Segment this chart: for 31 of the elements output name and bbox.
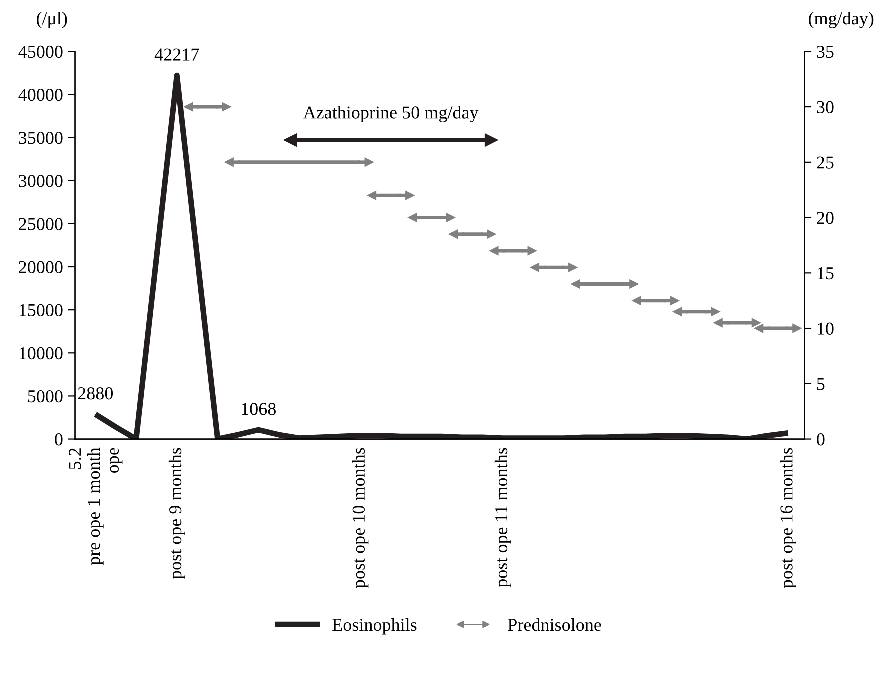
y-tick-label: 35000 xyxy=(19,132,63,144)
y-axis-title: (/μl) xyxy=(37,12,68,28)
legend-label: Eosinophils xyxy=(332,618,417,635)
legend-label: Prednisolone xyxy=(508,618,602,632)
y2-tick-label: 30 xyxy=(817,101,834,114)
x-tick-label: 5.2 pre ope 1 month ope xyxy=(69,448,123,566)
y2-tick-label: 20 xyxy=(817,212,834,224)
data-label: 1068 xyxy=(242,403,276,416)
x-tick-label: post ope 11 months xyxy=(494,448,512,588)
y2-tick-label: 15 xyxy=(818,268,834,280)
x-tick-label: post ope 16 months xyxy=(780,448,796,588)
y-tick-label: 5000 xyxy=(28,390,63,403)
y2-tick-label: 35 xyxy=(817,46,834,58)
data-label: 2880 xyxy=(78,388,114,400)
x-tick-label: post ope 10 months xyxy=(352,448,369,588)
y-tick-label: 25000 xyxy=(19,218,63,230)
y-tick-label: 10000 xyxy=(20,347,63,360)
y-tick-label: 0 xyxy=(55,434,63,446)
y-tick-label: 40000 xyxy=(18,89,63,102)
y-tick-label: 30000 xyxy=(19,175,63,188)
y2-tick-label: 10 xyxy=(818,322,834,335)
y-tick-label: 45000 xyxy=(18,46,63,58)
series-label: Azathioprine 50 mg/day xyxy=(303,106,479,123)
y2-tick-label: 25 xyxy=(817,156,834,169)
y-tick-label: 20000 xyxy=(19,261,63,274)
y2-tick-label: 0 xyxy=(817,434,825,446)
y-tick-label: 15000 xyxy=(20,304,63,317)
x-tick-label: post ope 9 months xyxy=(168,448,186,580)
y2-axis-title: (mg/day) xyxy=(809,12,874,28)
data-label: 42217 xyxy=(154,48,200,61)
y2-tick-label: 5 xyxy=(817,378,825,390)
